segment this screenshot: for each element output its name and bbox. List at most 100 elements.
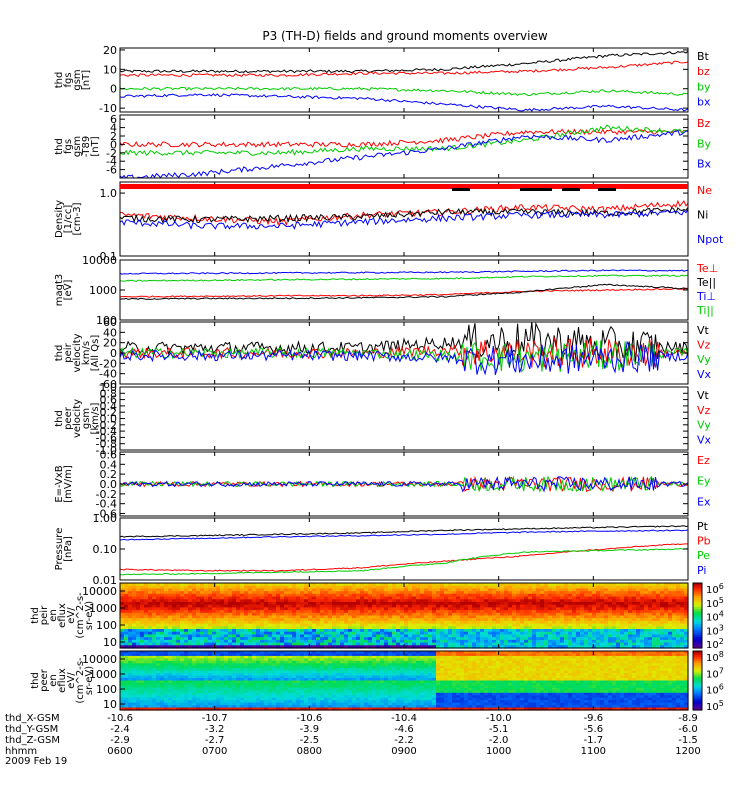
spec-cell [120,670,125,674]
spec-cell [604,588,609,592]
spec-cell [156,670,161,674]
spec-cell [364,629,369,633]
spec-cell [188,607,193,611]
spec-cell [500,645,505,649]
spec-cell [212,585,217,590]
spec-cell [592,634,597,638]
spec-cell [248,601,253,606]
spec-cell [136,610,141,614]
spec-cell [276,651,281,655]
spec-cell [412,588,417,592]
spec-cell [144,655,149,659]
spec-cell [232,700,237,704]
spec-cell [296,678,301,682]
spec-cell [556,626,561,630]
spec-cell [568,620,573,625]
spec-cell [576,610,581,614]
spec-cell [568,596,573,600]
spec-cell [152,660,157,664]
ylabel-spec_ion-5: (cm^2-s- [75,592,86,639]
spec-cell [208,620,213,625]
spec-cell [568,637,573,641]
spec-cell [124,692,129,696]
spec-cell [592,596,597,600]
spec-cell [564,607,569,611]
spec-cell [304,604,309,608]
spec-cell [316,645,321,649]
spec-cell [248,645,253,649]
spec-cell [340,642,345,646]
spec-cell [460,631,465,636]
spec-cell [288,695,293,699]
spec-cell [276,629,281,633]
spec-cell [292,673,297,677]
spec-cell [236,588,241,592]
spec-cell [272,593,277,598]
spec-cell [380,620,385,625]
spec-cell [232,610,237,614]
spec-cell [144,620,149,625]
spec-cell [136,705,141,709]
spec-cell [216,658,221,662]
spec-cell [184,620,189,625]
spec-cell [256,593,261,598]
spec-cell [528,615,533,619]
spec-cell [532,642,537,646]
spec-cell [132,700,137,704]
spec-cell [672,583,677,587]
spec-cell [596,642,601,646]
spec-cell [220,583,225,587]
spec-cell [504,629,509,633]
spec-cell [464,585,469,590]
spec-cell [256,680,261,684]
spec-cell [180,639,185,644]
spec-cell [516,642,521,646]
spec-cell [264,700,269,704]
spec-cell [156,623,161,627]
spec-cell [636,585,641,590]
ytick-label-vel_elec-8: -0.6 [96,431,117,444]
spec-cell [496,604,501,608]
spec-cell [144,645,149,649]
spec-cell [500,623,505,627]
spec-cell [188,653,193,657]
spec-cell [284,620,289,625]
spec-cell [368,639,373,644]
spec-cell [312,653,317,657]
spec-cell [224,634,229,638]
spec-cell [124,645,129,649]
spec-cell [248,588,253,592]
spec-cell [128,639,133,644]
colorbar-label-spec_ion-4: 102 [706,637,724,651]
spec-cell [296,653,301,657]
spec-cell [480,634,485,638]
spec-cell [240,668,245,672]
spec-cell [536,591,541,595]
spec-cell [476,596,481,600]
spec-cell [240,642,245,646]
spec-cell [308,610,313,614]
spec-cell [556,634,561,638]
spec-cell [300,673,305,677]
spec-cell [540,591,545,595]
spec-cell [576,631,581,636]
spec-cell [304,585,309,590]
spec-cell [220,631,225,636]
spec-cell [372,620,377,625]
spec-cell [276,615,281,619]
spec-cell [204,583,209,587]
spec-cell [308,678,313,682]
spec-cell [284,663,289,667]
spec-cell [564,623,569,627]
spec-cell [220,637,225,641]
spec-cell [476,634,481,638]
spec-cell [304,607,309,611]
spec-cell [672,588,677,592]
colorbar-cell [693,598,702,601]
spec-cell [220,612,225,617]
spec-cell [400,623,405,627]
spec-cell [280,642,285,646]
spec-cell [600,618,605,622]
pressure-series [120,525,688,576]
